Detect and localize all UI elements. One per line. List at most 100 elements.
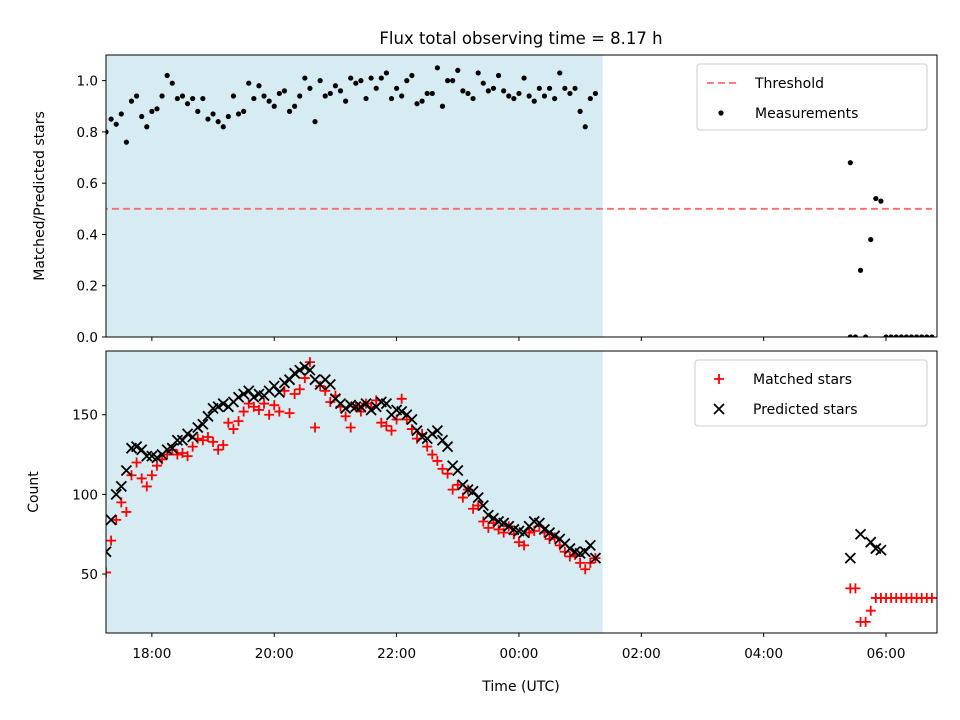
predicted-stars-point bbox=[299, 361, 311, 373]
measurements-point bbox=[215, 119, 221, 125]
legend-label-threshold: Threshold bbox=[754, 76, 824, 92]
measurements-point bbox=[868, 236, 874, 243]
predicted-stars-point bbox=[518, 526, 530, 539]
measurements-point bbox=[128, 98, 135, 104]
measurements-point bbox=[230, 93, 237, 99]
matched-stars-point bbox=[121, 506, 132, 517]
measurements-point bbox=[251, 95, 257, 102]
measurements-point bbox=[903, 334, 910, 337]
measurements-point bbox=[241, 108, 247, 114]
matched-stars-point bbox=[850, 583, 861, 594]
predicted-stars-point bbox=[865, 536, 877, 548]
y-tick-label: 100 bbox=[72, 487, 98, 503]
predicted-stars-point bbox=[380, 397, 393, 410]
predicted-stars-point bbox=[197, 418, 209, 430]
measurements-point bbox=[302, 75, 308, 81]
axes-frame bbox=[105, 350, 938, 634]
measurements-point bbox=[327, 90, 333, 97]
matched-stars-point bbox=[141, 481, 152, 492]
predicted-stars-point bbox=[875, 544, 887, 556]
y-axis-label: Matched/Predicted stars bbox=[32, 111, 48, 281]
matched-stars-point bbox=[213, 444, 224, 455]
measurements-point bbox=[373, 85, 379, 91]
legend-swatch-measurements bbox=[718, 110, 724, 116]
matched-stars-point bbox=[493, 524, 504, 535]
matched-stars-point bbox=[162, 449, 173, 460]
matched-stars-point bbox=[437, 463, 448, 474]
measurements-point bbox=[271, 103, 277, 109]
measurements-point bbox=[439, 103, 446, 109]
measurements-point bbox=[592, 90, 599, 97]
matched-stars-point bbox=[325, 396, 336, 407]
matched-stars-point bbox=[167, 444, 178, 455]
measurements-point bbox=[893, 334, 899, 337]
measurements-point bbox=[399, 93, 405, 99]
predicted-stars-point bbox=[273, 386, 285, 399]
matched-stars-point bbox=[253, 404, 264, 415]
predicted-stars-point bbox=[411, 425, 423, 437]
measurements-point bbox=[929, 334, 935, 337]
measurements-point bbox=[847, 334, 853, 337]
measurements-point bbox=[235, 111, 242, 117]
measurements-point bbox=[531, 98, 537, 104]
measurements-point bbox=[337, 88, 344, 94]
observing-span-shade bbox=[106, 351, 603, 633]
measurements-point bbox=[536, 85, 542, 91]
measurements-point bbox=[184, 101, 191, 107]
predicted-stars-point bbox=[472, 491, 484, 504]
measurements-point bbox=[873, 195, 879, 202]
matched-stars-point bbox=[289, 389, 300, 400]
matched-stars-point bbox=[218, 440, 229, 450]
measurements-point bbox=[495, 72, 502, 79]
predicted-stars-point bbox=[120, 464, 133, 477]
measurements-point bbox=[908, 334, 915, 337]
matched-stars-point bbox=[274, 406, 285, 417]
matched-stars-point bbox=[197, 435, 208, 446]
matched-stars-point bbox=[151, 460, 162, 471]
matched-stars-point bbox=[187, 441, 198, 452]
matched-stars-point bbox=[284, 408, 295, 419]
matched-stars-point bbox=[248, 401, 259, 412]
y-tick-label: 0.4 bbox=[77, 227, 98, 243]
predicted-stars-point bbox=[212, 401, 224, 413]
top-panel-ratio-chart: 0.0 0.2 0.4 0.6 0.8 1.0 Matched/Predicted star… bbox=[32, 54, 938, 346]
measurements-point bbox=[914, 334, 920, 337]
measurements-point bbox=[429, 90, 435, 97]
matched-stars-point bbox=[498, 527, 509, 538]
predicted-stars-point bbox=[243, 385, 255, 397]
measurements-point bbox=[857, 267, 864, 273]
measurements-point bbox=[450, 78, 456, 84]
predicted-stars-point bbox=[171, 434, 184, 446]
measurements-point bbox=[546, 85, 553, 91]
matched-stars-point bbox=[524, 527, 535, 538]
y-tick-label: 0.8 bbox=[77, 125, 98, 141]
predicted-stars-point bbox=[136, 444, 148, 456]
measurements-point bbox=[154, 106, 160, 112]
predicted-stars-point bbox=[187, 431, 199, 443]
predicted-stars-point bbox=[564, 542, 576, 555]
axes-frame bbox=[105, 54, 938, 338]
predicted-stars-point bbox=[176, 434, 189, 446]
measurements-point bbox=[174, 95, 180, 102]
measurements-point bbox=[286, 108, 293, 114]
matched-stars-point bbox=[106, 567, 111, 578]
measurements-point bbox=[557, 70, 563, 76]
predicted-stars-point bbox=[181, 428, 194, 440]
measurements-point bbox=[567, 90, 573, 97]
measurements-point bbox=[113, 121, 119, 127]
measurements-point bbox=[307, 85, 313, 91]
predicted-stars-point bbox=[288, 367, 301, 379]
measurements-point bbox=[541, 93, 548, 99]
predicted-stars-point bbox=[436, 434, 449, 446]
matched-stars-point bbox=[422, 441, 433, 452]
plot-area bbox=[106, 65, 935, 337]
measurements-point bbox=[210, 111, 216, 117]
measurements-point bbox=[312, 119, 318, 125]
measurements-point bbox=[485, 88, 491, 94]
predicted-stars-point bbox=[854, 528, 867, 540]
matched-stars-point bbox=[396, 393, 407, 404]
predicted-stars-point bbox=[431, 425, 444, 437]
measurements-point bbox=[256, 83, 262, 89]
measurements-point bbox=[455, 67, 461, 73]
